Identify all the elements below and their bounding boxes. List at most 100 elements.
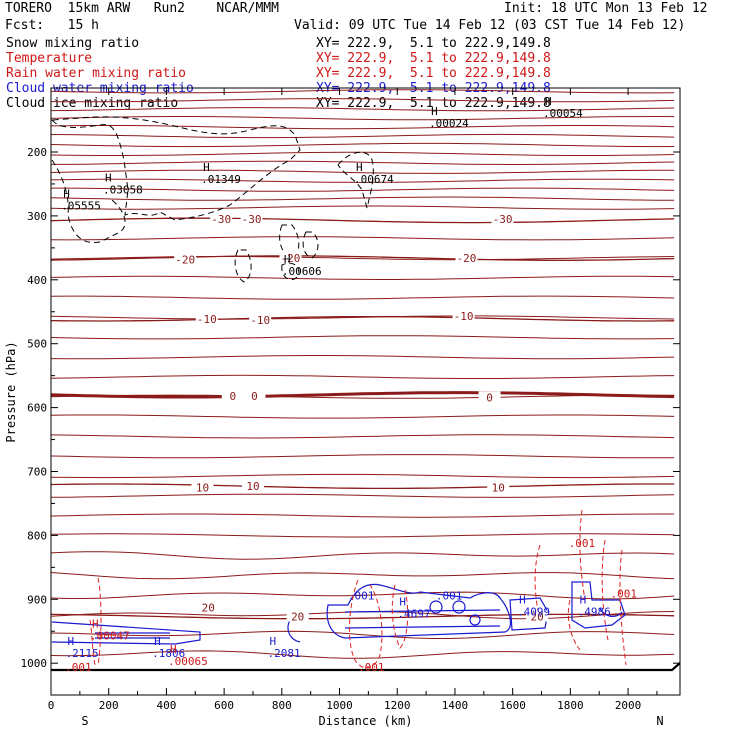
- label-mask: [191, 481, 214, 493]
- label-mask: [452, 310, 475, 322]
- isotherm-line: [50, 151, 675, 156]
- maximum-marker: H: [203, 161, 210, 174]
- temperature-label: 10: [246, 480, 259, 493]
- rain-contour: [619, 549, 627, 666]
- isotherm-line: [50, 107, 675, 112]
- contour-label: .001: [358, 661, 385, 674]
- label-mask: [279, 252, 302, 264]
- cloud-water-contour: [51, 621, 201, 645]
- cloud-water-contour: [287, 619, 301, 643]
- y-tick-label: 1000: [21, 657, 48, 670]
- isotherm-line: [50, 205, 675, 210]
- maximum-label: .2115: [66, 647, 99, 660]
- cloud-water-contour: [452, 600, 466, 614]
- valid-time: Valid: 09 UTC Tue 14 Feb 12 (03 CST Tue …: [294, 18, 686, 33]
- isotherm-line: [50, 454, 675, 459]
- legend-label-temperature: Temperature: [6, 51, 93, 66]
- isotherm-line: [50, 236, 675, 241]
- isotherm-line: [50, 533, 675, 538]
- y-tick-label: 700: [27, 466, 47, 479]
- legend-label-snow: Snow mixing ratio: [6, 36, 140, 51]
- rain-contour: [348, 579, 383, 669]
- isotherm-line: [50, 275, 675, 280]
- temperature-label: 10: [492, 481, 505, 494]
- maximum-label: .00047: [90, 630, 130, 643]
- isotherm-line: [50, 355, 675, 360]
- x-tick-label: 200: [99, 699, 119, 712]
- isotherm-line: [50, 374, 675, 379]
- isotherm-line: [50, 493, 675, 498]
- isotherm-line: [50, 196, 675, 201]
- surface-line: [51, 662, 681, 672]
- x-tick-label: 1600: [499, 699, 526, 712]
- y-tick-label: 300: [27, 210, 47, 223]
- maximum-marker: H: [269, 635, 276, 648]
- isotherm-line: [50, 473, 675, 479]
- rain-contour: [97, 577, 102, 666]
- maximum-marker: H: [105, 172, 112, 185]
- isotherm-line: [50, 295, 675, 300]
- isotherm-line: [50, 434, 675, 439]
- maximum-label: .2081: [267, 647, 300, 660]
- isotherm-10: [50, 483, 675, 490]
- y-tick-label: 800: [27, 529, 47, 542]
- maximum-label: .00054: [543, 107, 583, 120]
- south-label: S: [81, 714, 88, 728]
- label-mask: [174, 253, 197, 265]
- label-mask: [455, 252, 478, 264]
- cloud-water-contour: [326, 583, 512, 639]
- maximum-label: .00065: [168, 655, 208, 668]
- isotherm--30: [50, 217, 675, 224]
- temperature-label: -30: [211, 213, 231, 226]
- x-tick-label: 1000: [326, 699, 353, 712]
- isotherm-line: [51, 160, 675, 166]
- maximum-label: .00674: [354, 173, 394, 186]
- label-mask: [197, 601, 220, 613]
- snow-contours: [51, 116, 374, 283]
- maximum-marker: H: [399, 595, 406, 608]
- cloud-water-contour: [429, 600, 443, 614]
- isotherm-line: [50, 414, 675, 419]
- maximum-marker: H: [170, 643, 177, 656]
- maximum-marker: H: [356, 161, 363, 174]
- label-mask: [195, 312, 218, 324]
- temperature-label: -30: [493, 213, 513, 226]
- maximum-label: .00606: [282, 265, 322, 278]
- x-tick-label: 800: [272, 699, 292, 712]
- isotherm-line: [50, 133, 675, 139]
- isotherm-line: [50, 169, 675, 174]
- temperature-label: -10: [454, 310, 474, 323]
- isotherm-line: [50, 335, 675, 340]
- isotherm-line: [50, 98, 675, 103]
- contour-label: .001: [569, 537, 596, 550]
- maximum-marker: H: [580, 593, 587, 606]
- temperature-label: 0: [486, 391, 493, 404]
- isotherm--10: [50, 315, 675, 322]
- snow-contour: [302, 231, 319, 259]
- x-tick-label: 600: [214, 699, 234, 712]
- maximum-label: .01349: [201, 173, 241, 186]
- isotherm-20: [50, 613, 675, 620]
- isotherm-line: [50, 142, 675, 148]
- isotherm-0: [50, 391, 675, 399]
- label-mask: [491, 213, 514, 225]
- maximum-marker: H: [431, 105, 438, 118]
- y-tick-label: 900: [27, 593, 47, 606]
- temperature-label: -20: [175, 253, 195, 266]
- temperature-label: 20: [202, 602, 215, 615]
- cloud-water-contour: [344, 609, 501, 613]
- temperature-label: -20: [281, 252, 301, 265]
- temperature-label: -30: [242, 213, 262, 226]
- x-tick-label: 1400: [442, 699, 469, 712]
- rain-contour: [567, 599, 581, 651]
- contour-label: .001: [436, 589, 463, 602]
- maximum-label: .1806: [152, 647, 185, 660]
- snow-contour: [337, 151, 374, 209]
- isotherm-line: [50, 572, 675, 580]
- isotherm-line: [51, 187, 675, 192]
- maximum-marker: H: [92, 618, 99, 631]
- temperature-label: -10: [197, 313, 217, 326]
- contour-label: .001: [610, 587, 637, 600]
- isotherm-line: [50, 630, 675, 639]
